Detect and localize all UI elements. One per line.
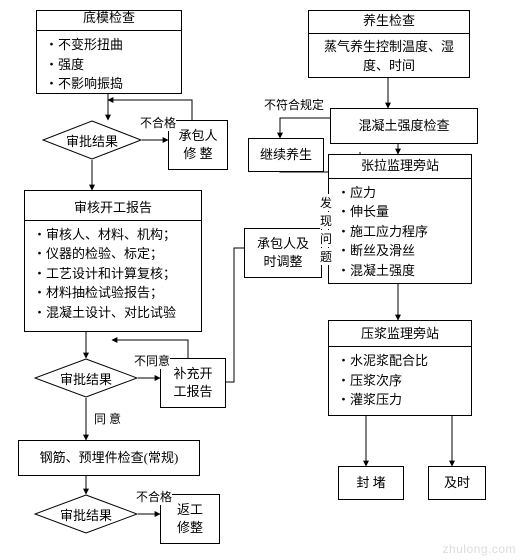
node-n10: 张拉监理旁站・应力・伸长量・施工应力程序・断丝及滑丝・混凝土强度 (328, 154, 472, 284)
node-n11: 承包人及时调整 (244, 228, 322, 278)
edge-label: 不同意 (134, 352, 170, 369)
node-title: 底模检查 (37, 6, 181, 31)
diamond-d1 (42, 120, 142, 160)
node-n13: 封 堵 (338, 466, 404, 500)
node-n7: 养生检查蒸气养生控制温度、湿度、时间 (308, 10, 470, 78)
node-content: 蒸气养生控制温度、湿度、时间 (309, 34, 469, 78)
edge-label: 同 意 (94, 410, 121, 427)
node-n1: 底模检查・不变形扭曲・强度・不影响振捣 (36, 10, 182, 94)
node-content: ・审核人、材料、机构；・仪器的检验、标定；・工艺设计和计算复核；・材料抽检试验报… (25, 221, 201, 327)
edge-label: 不合格 (136, 488, 172, 505)
diamond-d3 (34, 494, 138, 534)
edge-label: 不符合规定 (264, 96, 324, 113)
node-n5: 钢筋、预埋件检查(常规) (18, 440, 200, 476)
node-n3: 审核开工报告・审核人、材料、机构；・仪器的检验、标定；・工艺设计和计算复核；・材… (24, 190, 202, 332)
edge-label: 不合格 (140, 114, 176, 131)
node-n2: 承包人修 整 (168, 120, 228, 170)
node-n12: 压浆监理旁站・水泥浆配合比・压浆次序・灌浆压力 (328, 320, 472, 416)
node-content: ・水泥浆配合比・压浆次序・灌浆压力 (329, 347, 471, 414)
node-title: 养生检查 (309, 9, 469, 34)
edge-label: 现 (320, 212, 332, 229)
edge-label: 发 (320, 194, 332, 211)
node-title: 审核开工报告 (25, 196, 201, 221)
node-content: ・不变形扭曲・强度・不影响振捣 (37, 31, 181, 98)
edge-label: 问 (320, 230, 332, 247)
diamond-d2 (34, 358, 138, 398)
node-content: ・应力・伸长量・施工应力程序・断丝及滑丝・混凝土强度 (329, 179, 471, 285)
node-title: 压浆监理旁站 (329, 322, 471, 347)
node-n14: 及时 (428, 466, 486, 500)
watermark: zhulong.com (442, 542, 516, 556)
node-n9: 继续养生 (248, 138, 324, 172)
edge-label: 题 (320, 248, 332, 265)
node-title: 张拉监理旁站 (329, 154, 471, 179)
node-n8: 混凝土强度检查 (330, 108, 478, 144)
